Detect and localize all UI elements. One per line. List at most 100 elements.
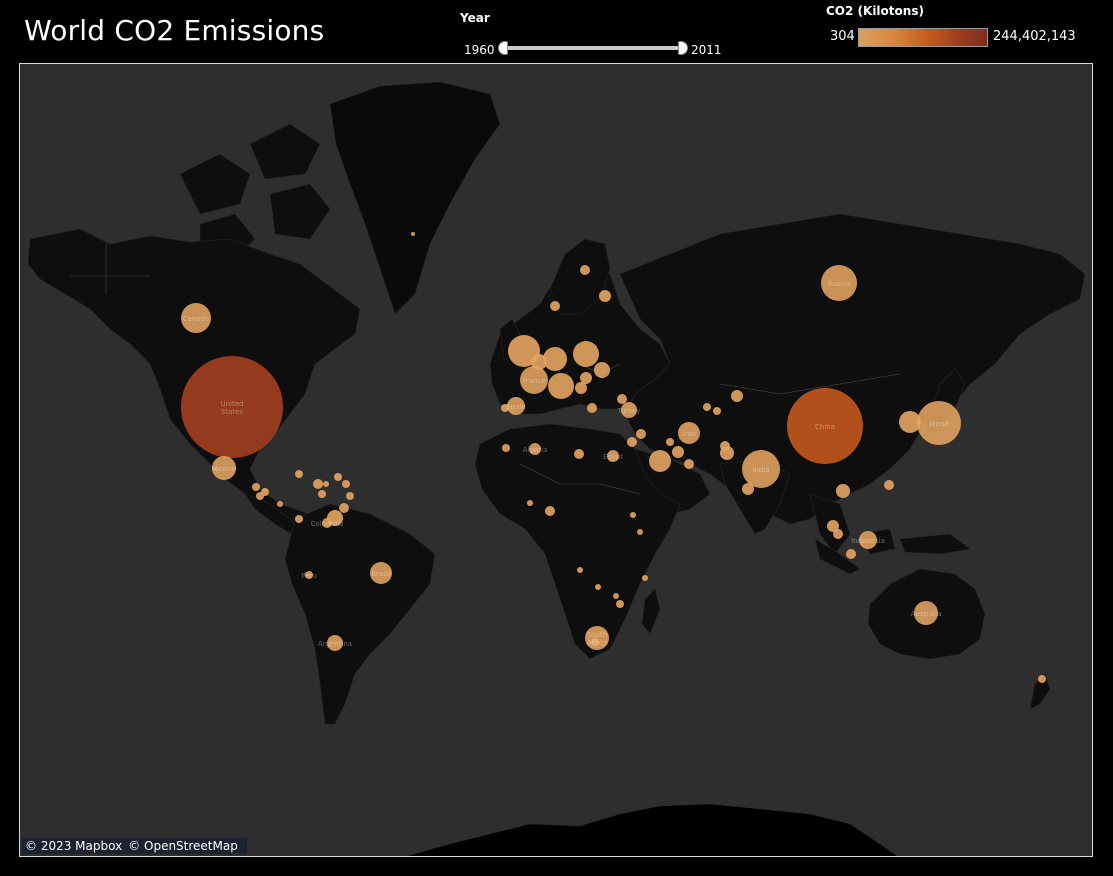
- country-bubble[interactable]: [731, 390, 743, 402]
- country-bubble[interactable]: [627, 437, 637, 447]
- country-bubble[interactable]: [339, 503, 349, 513]
- country-bubble[interactable]: [846, 549, 856, 559]
- country-bubble[interactable]: [684, 459, 694, 469]
- country-bubble[interactable]: [787, 388, 863, 464]
- country-bubble[interactable]: [617, 394, 627, 404]
- country-bubble[interactable]: [821, 265, 857, 301]
- country-bubble[interactable]: [580, 265, 590, 275]
- country-label: Brazil: [371, 570, 391, 578]
- year-slider-max-handle[interactable]: [678, 41, 688, 55]
- mapbox-attribution-link[interactable]: © 2023 Mapbox: [25, 839, 123, 853]
- country-label: Peru: [301, 572, 317, 580]
- country-bubble[interactable]: [859, 531, 877, 549]
- osm-attribution-link[interactable]: © OpenStreetMap: [128, 839, 238, 853]
- country-label: States: [221, 408, 244, 416]
- country-bubble[interactable]: [613, 593, 619, 599]
- country-label: Turkey: [617, 407, 641, 415]
- country-bubble[interactable]: [322, 518, 332, 528]
- country-bubble[interactable]: [305, 571, 313, 579]
- country-bubble[interactable]: [666, 438, 674, 446]
- map-attribution[interactable]: © 2023 Mapbox © OpenStreetMap: [22, 838, 247, 854]
- country-bubble[interactable]: [531, 354, 547, 370]
- country-borders: [70, 244, 901, 495]
- country-bubble[interactable]: [672, 446, 684, 458]
- country-bubble[interactable]: [507, 397, 525, 415]
- country-bubble[interactable]: [334, 473, 342, 481]
- country-bubble[interactable]: [577, 567, 583, 573]
- country-bubble[interactable]: [621, 402, 637, 418]
- country-bubble[interactable]: [277, 501, 283, 507]
- country-bubble[interactable]: [252, 483, 260, 491]
- world-map[interactable]: United States China Russia Japan India Canada M…: [19, 63, 1093, 857]
- country-bubble[interactable]: [827, 520, 839, 532]
- country-bubble[interactable]: [181, 303, 211, 333]
- country-bubble[interactable]: [636, 429, 646, 439]
- country-bubble[interactable]: [1038, 675, 1046, 683]
- country-bubble[interactable]: [884, 480, 894, 490]
- country-bubble[interactable]: [833, 529, 843, 539]
- year-filter-label: Year: [460, 11, 490, 25]
- country-label: Russia: [828, 280, 851, 288]
- country-label: Indonesia: [851, 537, 885, 545]
- country-bubble[interactable]: [720, 441, 730, 451]
- country-bubble[interactable]: [548, 373, 574, 399]
- country-bubble[interactable]: [585, 626, 609, 650]
- country-label: Japan: [928, 420, 949, 428]
- country-bubble[interactable]: [703, 403, 711, 411]
- country-bubble[interactable]: [346, 492, 354, 500]
- year-slider-track[interactable]: [504, 46, 684, 50]
- country-bubble[interactable]: [917, 401, 961, 445]
- country-bubble[interactable]: [342, 480, 350, 488]
- country-bubble[interactable]: [543, 347, 567, 371]
- country-bubble[interactable]: [742, 450, 780, 488]
- country-bubble[interactable]: [587, 403, 597, 413]
- country-bubble[interactable]: [580, 372, 592, 384]
- country-bubble[interactable]: [256, 492, 264, 500]
- country-bubble[interactable]: [318, 490, 326, 498]
- country-bubble[interactable]: [574, 449, 584, 459]
- color-legend: CO2 (Kilotons) 304 244,402,143: [826, 4, 1106, 52]
- country-bubble[interactable]: [914, 601, 938, 625]
- country-label: Canada: [183, 315, 210, 323]
- legend-gradient-bar: [858, 28, 988, 47]
- country-bubble[interactable]: [502, 444, 510, 452]
- country-bubble[interactable]: [527, 500, 533, 506]
- country-bubble[interactable]: [616, 600, 624, 608]
- country-bubble[interactable]: [313, 479, 323, 489]
- country-bubble[interactable]: [370, 562, 392, 584]
- country-bubble[interactable]: [642, 575, 648, 581]
- country-bubble[interactable]: [599, 290, 611, 302]
- country-bubble[interactable]: [545, 506, 555, 516]
- country-bubble[interactable]: [649, 450, 671, 472]
- country-bubble[interactable]: [630, 512, 636, 518]
- country-label: Iran: [682, 430, 696, 438]
- country-label: South: [587, 631, 607, 639]
- country-bubble[interactable]: [742, 483, 754, 495]
- country-bubble[interactable]: [573, 341, 599, 367]
- country-bubble[interactable]: [520, 366, 548, 394]
- country-bubble[interactable]: [594, 362, 610, 378]
- country-bubble[interactable]: [212, 456, 236, 480]
- country-bubble[interactable]: [575, 382, 587, 394]
- country-bubble[interactable]: [411, 232, 415, 236]
- year-range-filter: Year 1960 2011: [460, 10, 730, 57]
- year-slider-min-handle[interactable]: [498, 41, 508, 55]
- country-bubble[interactable]: [713, 407, 721, 415]
- country-bubble[interactable]: [529, 443, 541, 455]
- country-bubble[interactable]: [327, 635, 343, 651]
- country-label: China: [815, 423, 835, 431]
- country-bubble[interactable]: [323, 481, 329, 487]
- country-bubble[interactable]: [637, 529, 643, 535]
- country-bubble[interactable]: [595, 584, 601, 590]
- country-bubble[interactable]: [836, 484, 850, 498]
- country-bubble[interactable]: [550, 301, 560, 311]
- country-label: Colombia: [311, 520, 344, 528]
- country-bubble[interactable]: [181, 356, 283, 458]
- country-bubble[interactable]: [678, 422, 700, 444]
- country-bubble[interactable]: [295, 515, 303, 523]
- country-bubble[interactable]: [607, 450, 619, 462]
- country-bubble[interactable]: [899, 411, 921, 433]
- country-bubble[interactable]: [295, 470, 303, 478]
